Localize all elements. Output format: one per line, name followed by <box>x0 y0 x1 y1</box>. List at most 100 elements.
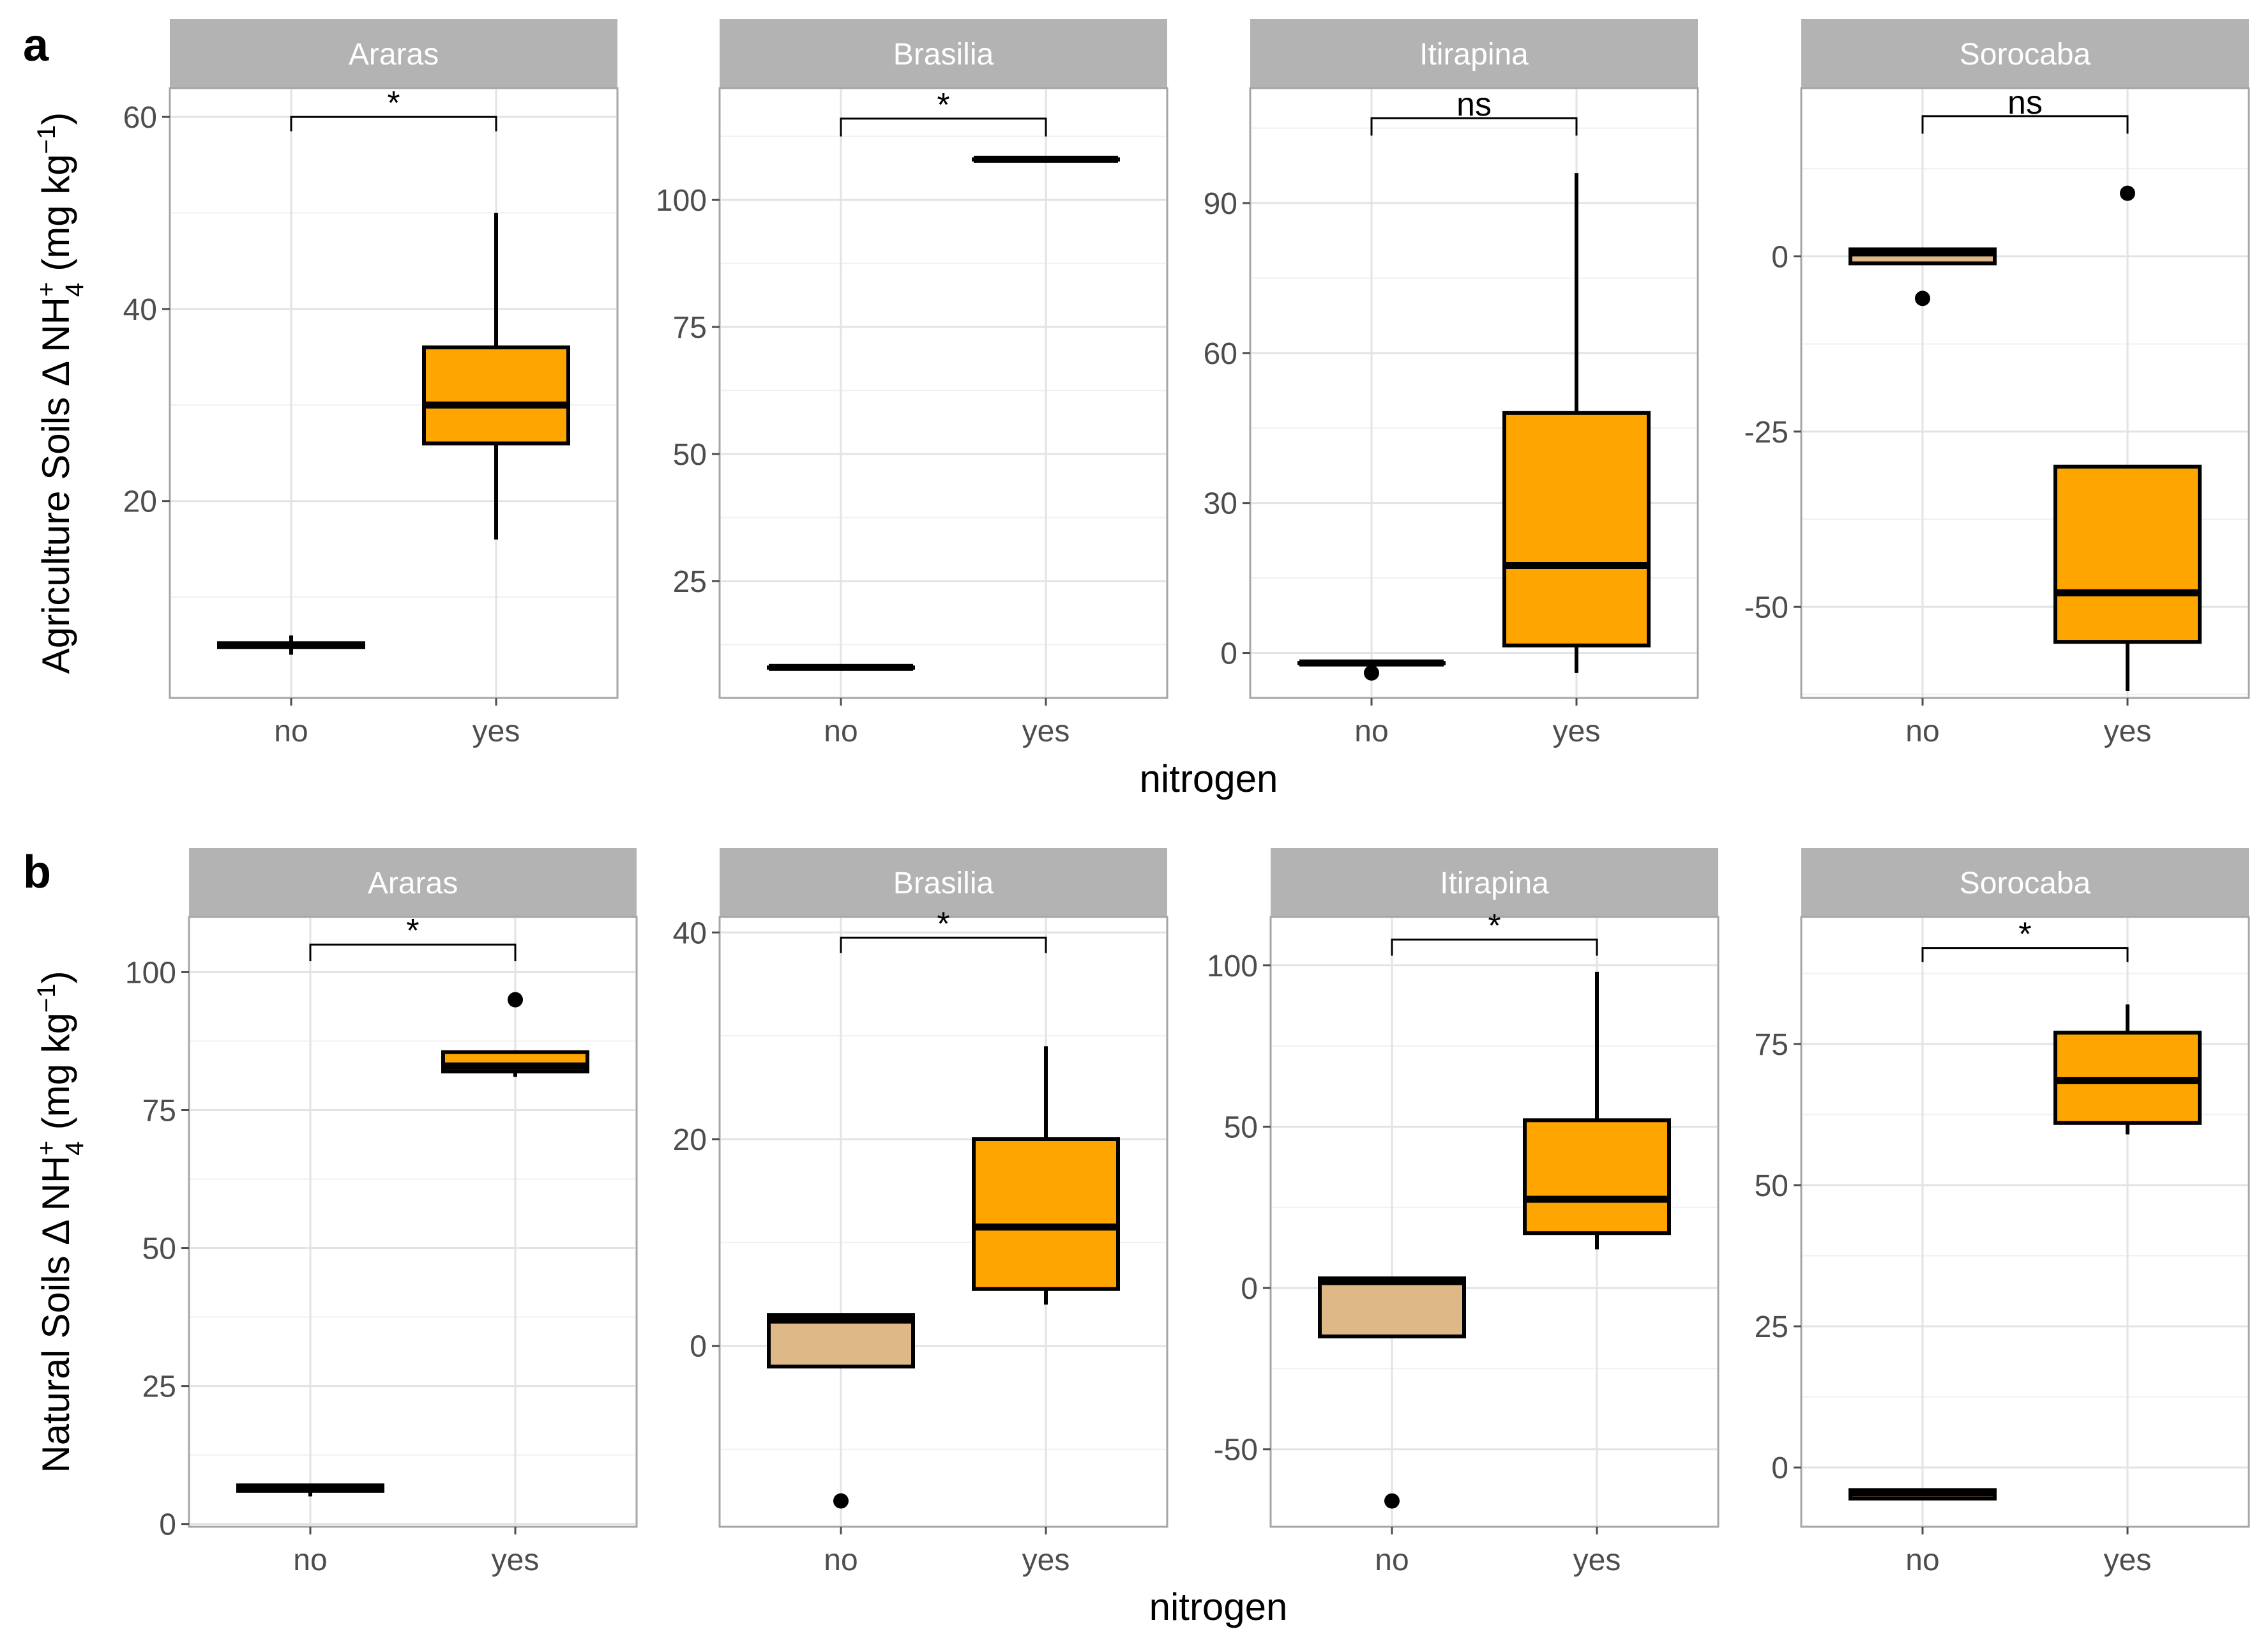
significance-bracket <box>840 936 1047 953</box>
significance-bracket <box>1921 947 2129 962</box>
y-tick-label: -50 <box>1744 591 1788 624</box>
y-tick-label: 90 <box>1204 187 1237 221</box>
facet-strip-sorocaba-a <box>1801 19 2249 88</box>
box-sorocaba-b-no <box>1848 1488 1997 1501</box>
y-tick-label: 0 <box>1241 1272 1258 1306</box>
box-araras-a-no <box>217 635 365 655</box>
facet-strip-itirapina-b <box>1271 848 1718 917</box>
x-axis-title-b: nitrogen <box>1149 1586 1288 1628</box>
y-tick-label: 75 <box>142 1094 176 1128</box>
x-tick-label: no <box>1375 1543 1409 1577</box>
panel-letter-a: a <box>23 20 49 71</box>
y-tick-label: 100 <box>656 184 707 218</box>
box-itirapina-b-no <box>1318 1276 1466 1509</box>
x-tick-label: yes <box>2104 1543 2152 1577</box>
y-tick-label: 60 <box>1204 337 1237 371</box>
y-tick-label: 0 <box>1220 637 1237 671</box>
box-brasilia-b-yes <box>972 1046 1120 1305</box>
significance-label: ns <box>2007 84 2043 121</box>
box-iqr <box>422 345 570 446</box>
panel-area-brasilia-a <box>718 87 1168 699</box>
facet-araras-a: Araras 20 40 60 no yes * <box>123 19 619 748</box>
facet-strip-araras-b <box>189 848 637 917</box>
y-tick-label: 75 <box>1755 1028 1788 1062</box>
y-tick-label: 75 <box>673 311 707 345</box>
y-tick-label: 50 <box>142 1232 176 1266</box>
x-tick-label: yes <box>2104 715 2152 748</box>
x-tick-label: yes <box>492 1543 540 1577</box>
y-axis-title-a: Agriculture Soils Δ NH4+ (mg kg−1) <box>33 112 89 674</box>
plot-root: a Agriculture Soils Δ NH4+ (mg kg−1) nitro… <box>23 19 2250 1628</box>
facet-brasilia-b: Brasilia 0 20 40 no yes * <box>673 848 1168 1577</box>
y-tick-label: 50 <box>1755 1169 1788 1203</box>
x-tick-label: yes <box>1553 715 1601 748</box>
facet-strip-brasilia-a <box>720 19 1167 88</box>
box-sorocaba-b-yes <box>2053 1004 2202 1135</box>
svg-text:Agriculture Soils Δ NH4+ (mg k: Agriculture Soils Δ NH4+ (mg kg−1) <box>33 112 89 674</box>
facet-brasilia-a: Brasilia 25 50 75 100 no yes * <box>656 19 1168 748</box>
outlier-point <box>508 992 523 1008</box>
outlier-point <box>1384 1493 1400 1509</box>
x-axis-title-a: nitrogen <box>1140 757 1278 800</box>
facet-itirapina-b: Itirapina -50 0 50 100 no yes * <box>1207 848 1720 1577</box>
significance-bracket <box>1391 938 1598 956</box>
y-tick-label: 0 <box>159 1508 176 1542</box>
facet-title-itirapina-a: Itirapina <box>1419 38 1529 72</box>
x-tick-label: no <box>274 715 308 748</box>
facet-itirapina-a: Itirapina 0 30 60 90 no yes ns <box>1204 19 1699 748</box>
facet-title-brasilia-b: Brasilia <box>893 867 994 900</box>
facet-title-itirapina-b: Itirapina <box>1440 867 1549 900</box>
significance-bracket <box>309 943 517 962</box>
y-tick-label: 20 <box>123 485 157 519</box>
box-iqr <box>2053 464 2202 644</box>
outlier-point <box>833 1493 849 1509</box>
y-tick-label: 0 <box>1771 1451 1788 1485</box>
box-iqr <box>972 1137 1120 1291</box>
box-sorocaba-a-yes <box>2053 185 2202 692</box>
y-tick-label: 100 <box>1207 950 1258 983</box>
x-tick-label: no <box>1905 715 1939 748</box>
facet-title-sorocaba-b: Sorocaba <box>1960 867 2091 900</box>
significance-label: * <box>2018 916 2031 953</box>
x-tick-label: no <box>824 715 858 748</box>
facet-strip-itirapina-a <box>1250 19 1698 88</box>
significance-bracket <box>1370 117 1578 136</box>
facet-title-brasilia-a: Brasilia <box>893 38 994 72</box>
outlier-point <box>1364 665 1379 681</box>
facet-title-araras-b: Araras <box>368 867 458 900</box>
box-itirapina-a-yes <box>1502 173 1651 673</box>
y-tick-label: 0 <box>1771 240 1788 274</box>
facet-araras-b: Araras 0 25 50 75 100 no yes * <box>125 848 638 1577</box>
box-araras-a-yes <box>422 213 570 540</box>
y-tick-label: -50 <box>1214 1434 1258 1467</box>
box-araras-b-yes <box>441 992 589 1077</box>
x-tick-label: yes <box>1573 1543 1621 1577</box>
facet-sorocaba-a: Sorocaba -50 -25 0 no yes ns <box>1744 19 2250 748</box>
svg-text:Natural Soils Δ NH4+ (mg kg−1): Natural Soils Δ NH4+ (mg kg−1) <box>33 971 89 1472</box>
significance-label: * <box>937 87 949 124</box>
box-iqr <box>1318 1276 1466 1338</box>
facet-title-araras-a: Araras <box>349 38 439 72</box>
y-tick-label: 25 <box>142 1370 176 1404</box>
box-itirapina-b-yes <box>1523 971 1671 1250</box>
box-itirapina-a-no <box>1297 659 1446 681</box>
panel-letter-b: b <box>23 847 51 898</box>
significance-label: * <box>1488 907 1501 944</box>
x-tick-label: no <box>293 1543 327 1577</box>
significance-label: * <box>406 912 419 950</box>
y-tick-label: 40 <box>673 916 707 950</box>
x-tick-label: yes <box>1022 715 1070 748</box>
y-tick-label: -25 <box>1744 416 1788 450</box>
y-tick-label: 60 <box>123 101 157 135</box>
y-tick-label: 30 <box>1204 487 1237 521</box>
y-tick-label: 25 <box>1755 1310 1788 1344</box>
y-tick-label: 0 <box>690 1330 707 1364</box>
y-tick-label: 25 <box>673 565 707 599</box>
outlier-point <box>1915 291 1930 307</box>
x-tick-label: no <box>1354 715 1388 748</box>
box-brasilia-a-yes <box>972 155 1120 163</box>
box-brasilia-b-no <box>767 1313 915 1509</box>
facet-strip-brasilia-b <box>720 848 1167 917</box>
box-iqr <box>1523 1118 1671 1236</box>
